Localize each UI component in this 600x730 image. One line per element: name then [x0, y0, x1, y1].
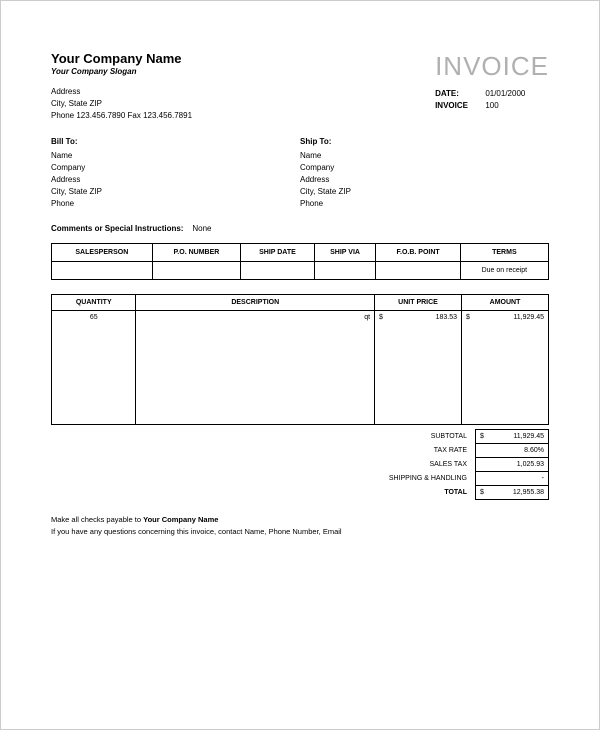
th-unit: UNIT PRICE	[375, 294, 462, 310]
bill-to-block: Bill To: Name Company Address City, Stat…	[51, 136, 300, 210]
shipping-label: SHIPPING & HANDLING	[51, 471, 476, 485]
item-desc: qt	[136, 310, 375, 324]
item-unit: $183.53	[375, 310, 462, 324]
company-phone-fax: Phone 123.456.7890 Fax 123.456.7891	[51, 110, 192, 122]
td-po	[152, 261, 241, 279]
footer-line-2: If you have any questions concerning thi…	[51, 526, 549, 538]
td-salesperson	[52, 261, 153, 279]
footer-line-1: Make all checks payable to Your Company …	[51, 514, 549, 526]
invoice-number: 100	[485, 101, 498, 110]
item-qty: 65	[52, 310, 136, 324]
shipping-value: -	[476, 471, 549, 485]
ship-to-phone: Phone	[300, 198, 549, 210]
td-ship-date	[241, 261, 314, 279]
totals-table: SUBTOTAL $11,929.45 TAX RATE 8.60% SALES…	[51, 429, 549, 500]
bill-to-company: Company	[51, 162, 300, 174]
invoice-title: INVOICE	[435, 51, 549, 82]
th-ship-via: SHIP VIA	[314, 243, 376, 261]
tax-rate-value: 8.60%	[476, 443, 549, 457]
ship-to-title: Ship To:	[300, 136, 549, 148]
bill-to-name: Name	[51, 150, 300, 162]
ship-to-block: Ship To: Name Company Address City, Stat…	[300, 136, 549, 210]
item-row: 65 qt $183.53 $11,929.45	[52, 310, 549, 324]
invoice-date-row: DATE: 01/01/2000	[435, 88, 549, 100]
th-ship-date: SHIP DATE	[241, 243, 314, 261]
address-section: Bill To: Name Company Address City, Stat…	[51, 136, 549, 210]
sales-tax-value: 1,025.93	[476, 457, 549, 471]
item-amount: $11,929.45	[462, 310, 549, 324]
order-table: SALESPERSON P.O. NUMBER SHIP DATE SHIP V…	[51, 243, 549, 280]
ship-to-name: Name	[300, 150, 549, 162]
subtotal-label: SUBTOTAL	[51, 429, 476, 443]
tax-rate-label: TAX RATE	[51, 443, 476, 457]
td-fob	[376, 261, 460, 279]
ship-to-company: Company	[300, 162, 549, 174]
bill-to-address: Address	[51, 174, 300, 186]
subtotal-value: $11,929.45	[476, 429, 549, 443]
order-row: Due on receipt	[52, 261, 549, 279]
header: Your Company Name Your Company Slogan Ad…	[51, 51, 549, 122]
invoice-number-row: INVOICE 100	[435, 100, 549, 112]
invoice-date-label: DATE:	[435, 88, 483, 100]
comments-value: None	[192, 224, 211, 233]
company-slogan: Your Company Slogan	[51, 67, 192, 76]
company-block: Your Company Name Your Company Slogan Ad…	[51, 51, 192, 122]
invoice-date: 01/01/2000	[485, 89, 525, 98]
invoice-block: INVOICE DATE: 01/01/2000 INVOICE 100	[435, 51, 549, 122]
ship-to-csz: City, State ZIP	[300, 186, 549, 198]
total-value: $12,955.38	[476, 485, 549, 499]
th-fob: F.O.B. POINT	[376, 243, 460, 261]
th-qty: QUANTITY	[52, 294, 136, 310]
bill-to-csz: City, State ZIP	[51, 186, 300, 198]
th-po: P.O. NUMBER	[152, 243, 241, 261]
total-label: TOTAL	[51, 485, 476, 499]
th-terms: TERMS	[460, 243, 548, 261]
td-terms: Due on receipt	[460, 261, 548, 279]
ship-to-address: Address	[300, 174, 549, 186]
th-salesperson: SALESPERSON	[52, 243, 153, 261]
invoice-number-label: INVOICE	[435, 100, 483, 112]
company-address: Address	[51, 86, 192, 98]
comments-row: Comments or Special Instructions: None	[51, 224, 549, 233]
comments-label: Comments or Special Instructions:	[51, 224, 183, 233]
items-table: QUANTITY DESCRIPTION UNIT PRICE AMOUNT 6…	[51, 294, 549, 425]
bill-to-title: Bill To:	[51, 136, 300, 148]
th-amount: AMOUNT	[462, 294, 549, 310]
th-desc: DESCRIPTION	[136, 294, 375, 310]
td-ship-via	[314, 261, 376, 279]
company-city-state-zip: City, State ZIP	[51, 98, 192, 110]
sales-tax-label: SALES TAX	[51, 457, 476, 471]
company-name: Your Company Name	[51, 51, 192, 67]
bill-to-phone: Phone	[51, 198, 300, 210]
item-spacer	[52, 324, 549, 424]
footer: Make all checks payable to Your Company …	[51, 514, 549, 538]
